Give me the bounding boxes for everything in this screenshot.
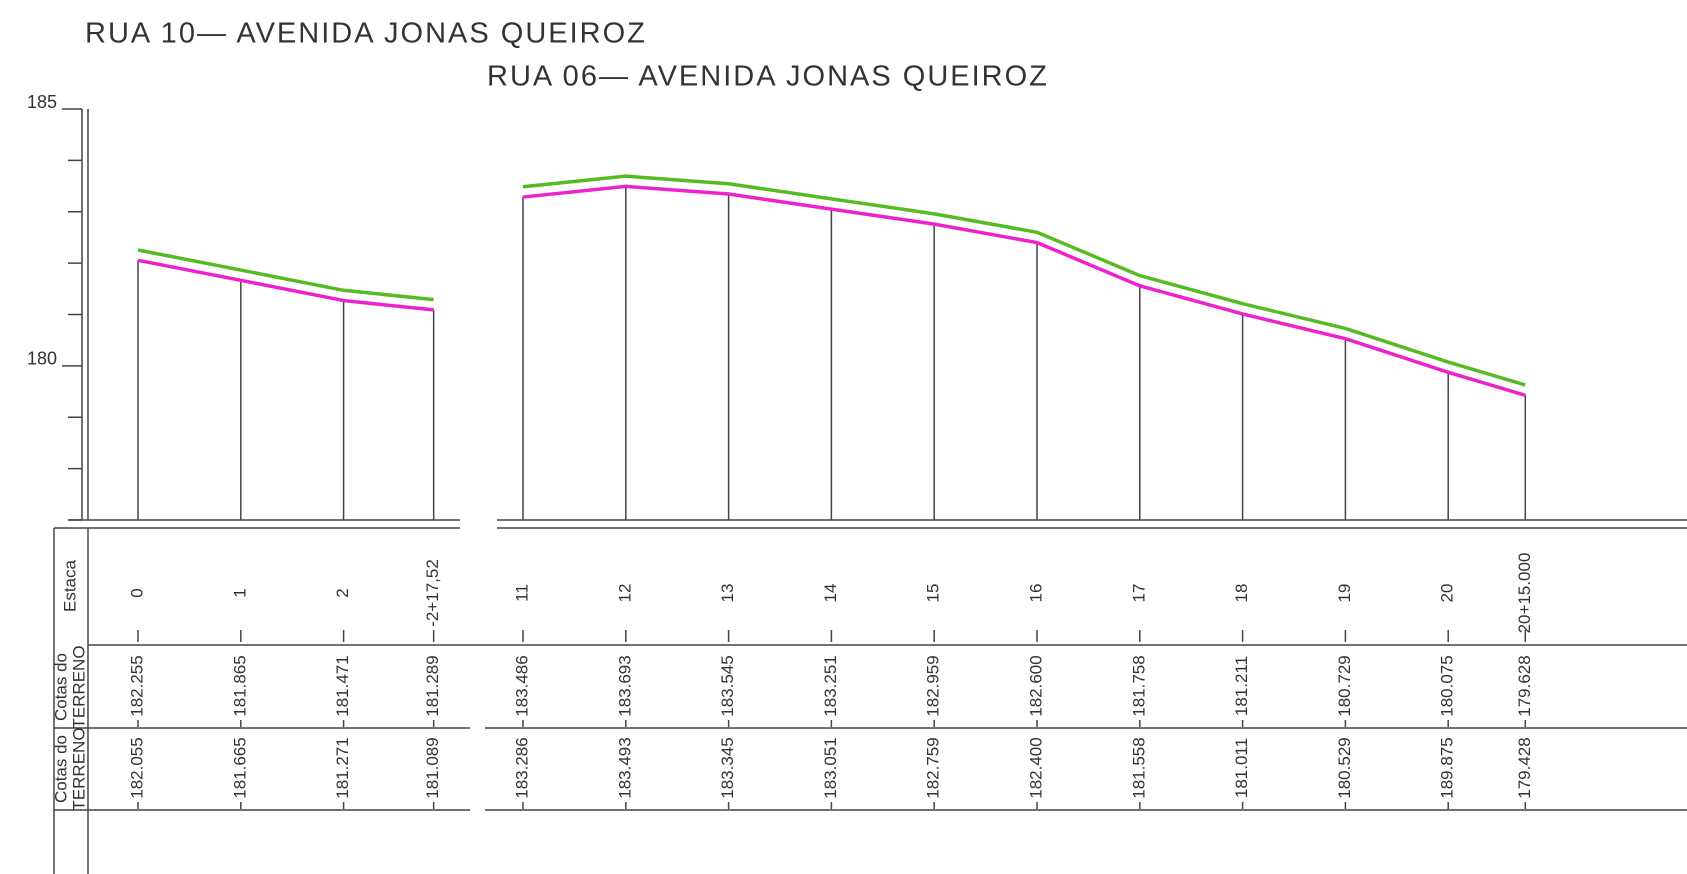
- table-value: 181.558: [1129, 737, 1148, 798]
- station-label: 14: [821, 584, 840, 603]
- station-label: 0: [127, 588, 146, 597]
- profile-line: [522, 184, 1526, 397]
- table-value: 183.051: [821, 737, 840, 798]
- station-label: 20: [1438, 584, 1457, 603]
- table-value: 181.011: [1232, 738, 1251, 798]
- table-value: 181.211: [1232, 656, 1251, 716]
- section-title: RUA 06— AVENIDA JONAS QUEIROZ: [487, 61, 1049, 93]
- station-label: 11: [512, 584, 531, 602]
- table-value: 182.959: [924, 655, 943, 716]
- table-value: 183.251: [821, 655, 840, 716]
- table-value: 180.729: [1335, 655, 1354, 716]
- table-value: 181.271: [333, 737, 352, 798]
- row-header: TERRENO: [69, 727, 88, 810]
- table-value: 181.665: [230, 737, 249, 798]
- table-value: 183.493: [615, 737, 634, 798]
- row-header: Cotas do: [51, 735, 70, 803]
- station-label: 19: [1335, 584, 1354, 603]
- table-value: 189.875: [1438, 737, 1457, 798]
- table-value: 182.759: [924, 737, 943, 798]
- station-label: 16: [1026, 584, 1045, 603]
- station-label: 17: [1129, 584, 1148, 603]
- table-value: 180.529: [1335, 737, 1354, 798]
- table-value: 183.486: [512, 655, 531, 716]
- profile-line: [137, 258, 434, 312]
- table-value: 181.089: [423, 737, 442, 798]
- table-value: 179.428: [1515, 737, 1534, 798]
- table-value: 180.075: [1438, 655, 1457, 716]
- table-value: 182.400: [1026, 737, 1045, 798]
- table-value: 181.289: [423, 655, 442, 716]
- y-tick-label: 180: [27, 349, 57, 369]
- y-tick-label: 185: [27, 92, 57, 112]
- station-label: -2+17,52: [423, 559, 442, 627]
- table-value: 179.628: [1515, 655, 1534, 716]
- station-label: 15: [924, 584, 943, 603]
- table-value: 181.865: [230, 655, 249, 716]
- table-value: 181.471: [333, 655, 352, 716]
- station-label: 1: [230, 588, 249, 597]
- row-header: TERRENO: [69, 645, 88, 728]
- table-value: 182.055: [127, 737, 146, 798]
- table-value: 182.600: [1026, 655, 1045, 716]
- table-value: 183.545: [718, 655, 737, 716]
- profile-line: [137, 248, 434, 302]
- station-label: 12: [615, 584, 634, 603]
- table-value: 181.758: [1129, 655, 1148, 716]
- row-header: Cotas do: [51, 653, 70, 721]
- table-value: 183.693: [615, 655, 634, 716]
- section-title: RUA 10— AVENIDA JONAS QUEIROZ: [85, 18, 647, 50]
- table-value: 183.345: [718, 737, 737, 798]
- profile-line: [522, 174, 1526, 387]
- table-value: 183.286: [512, 737, 531, 798]
- station-label: 18: [1232, 584, 1251, 603]
- station-label: 2: [333, 588, 352, 597]
- station-label: 13: [718, 584, 737, 603]
- table-value: 182.255: [127, 655, 146, 716]
- station-label: 20+15.000: [1515, 553, 1534, 634]
- row-header: Estaca: [60, 559, 79, 612]
